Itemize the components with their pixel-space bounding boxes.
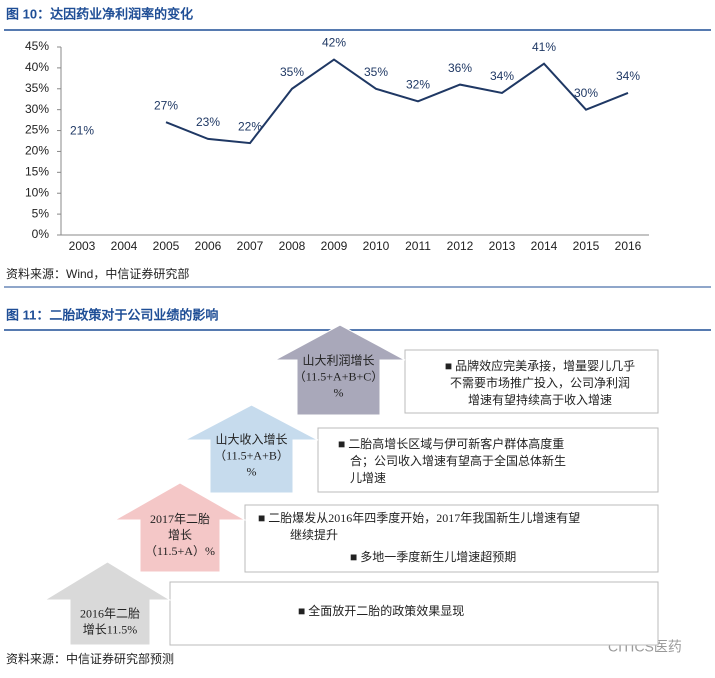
source: 资料来源：中信证券研究部预测 — [6, 651, 174, 666]
step-arrow — [113, 482, 247, 573]
bullet-text: 继续提升 — [290, 527, 338, 542]
y-tick-label: 20% — [25, 144, 49, 158]
y-tick-label: 15% — [25, 165, 49, 179]
x-tick-label: 2010 — [363, 239, 390, 253]
arrow-label: 增长 — [168, 528, 192, 542]
y-tick-label: 0% — [32, 227, 50, 241]
x-tick-label: 2008 — [279, 239, 306, 253]
bullet-text: 儿增速 — [350, 471, 386, 485]
text-box — [317, 427, 659, 493]
data-label: 35% — [364, 65, 388, 79]
text-box — [404, 349, 659, 414]
step-arrow — [184, 404, 319, 494]
arrow-label: 增长11.5% — [83, 622, 138, 636]
data-label: 21% — [70, 123, 94, 137]
text-box — [244, 504, 659, 573]
x-tick-label: 2014 — [531, 239, 558, 253]
bullet-text: 增速有望持续高于收入增速 — [468, 392, 612, 407]
data-label: 41% — [532, 40, 556, 54]
y-tick-label: 25% — [25, 123, 49, 137]
y-tick-label: 45% — [25, 39, 49, 53]
data-label: 27% — [154, 98, 178, 112]
figure-title: 图 11：二胎政策对于公司业绩的影响 — [6, 307, 218, 322]
bullet-text: 合；公司收入增速有望高于全国总体新生 — [350, 453, 566, 468]
arrow-label: （11.5+A+B+C） — [294, 369, 384, 383]
arrow-label: （11.5+A）% — [145, 544, 215, 558]
bullet-text: ■ 多地一季度新生儿增速超预期 — [350, 549, 516, 564]
data-label: 35% — [280, 65, 304, 79]
x-tick-label: 2015 — [573, 239, 600, 253]
bullet-text: ■ 品牌效应完美承接，增量婴儿几乎 — [445, 358, 635, 373]
data-label: 42% — [322, 36, 346, 50]
arrow-label: % — [247, 464, 257, 478]
y-tick-label: 40% — [25, 60, 49, 74]
line-series — [165, 58, 629, 145]
data-label: 23% — [196, 115, 220, 129]
x-tick-label: 2005 — [153, 239, 180, 253]
arrow-label: 山大利润增长 — [302, 353, 374, 367]
arrow-label: 2016年二胎 — [80, 606, 140, 620]
y-tick-label: 35% — [25, 81, 49, 95]
step-arrow — [274, 324, 406, 416]
bullet-text: ■ 二胎高增长区域与伊可新客户群体高度重 — [338, 436, 564, 451]
x-tick-label: 2011 — [405, 239, 431, 253]
bullet-text: ■ 全面放开二胎的政策效果显现 — [298, 603, 464, 618]
y-tick-label: 30% — [25, 102, 49, 116]
x-tick-label: 2004 — [111, 239, 138, 253]
source: 资料来源：Wind，中信证券研究部 — [6, 266, 189, 281]
bullet-text: 不需要市场推广投入，公司净利润 — [450, 375, 630, 390]
data-label: 36% — [448, 61, 472, 75]
data-label: 32% — [406, 77, 430, 91]
arrow-label: 山大收入增长 — [215, 432, 287, 446]
x-tick-label: 2016 — [615, 239, 642, 253]
y-tick-label: 10% — [25, 185, 49, 199]
x-tick-label: 2012 — [447, 239, 474, 253]
x-tick-label: 2009 — [321, 239, 348, 253]
arrow-label: 2017年二胎 — [150, 512, 210, 526]
x-tick-label: 2003 — [69, 239, 96, 253]
figure-title: 图 10：达因药业净利润率的变化 — [6, 6, 193, 21]
x-tick-label: 2006 — [195, 239, 222, 253]
y-tick-label: 5% — [32, 206, 50, 220]
data-label: 34% — [616, 69, 640, 83]
data-label: 34% — [490, 69, 514, 83]
text-box — [169, 581, 659, 646]
bullet-text: ■ 二胎爆发从2016年四季度开始，2017年我国新生儿增速有望 — [258, 510, 580, 525]
x-tick-label: 2013 — [489, 239, 516, 253]
step-arrow — [43, 561, 172, 646]
x-tick-label: 2007 — [237, 239, 264, 253]
data-label: 22% — [238, 119, 262, 133]
arrow-label: % — [334, 385, 344, 399]
arrow-label: （11.5+A+B） — [214, 448, 289, 462]
data-label: 30% — [574, 86, 598, 100]
